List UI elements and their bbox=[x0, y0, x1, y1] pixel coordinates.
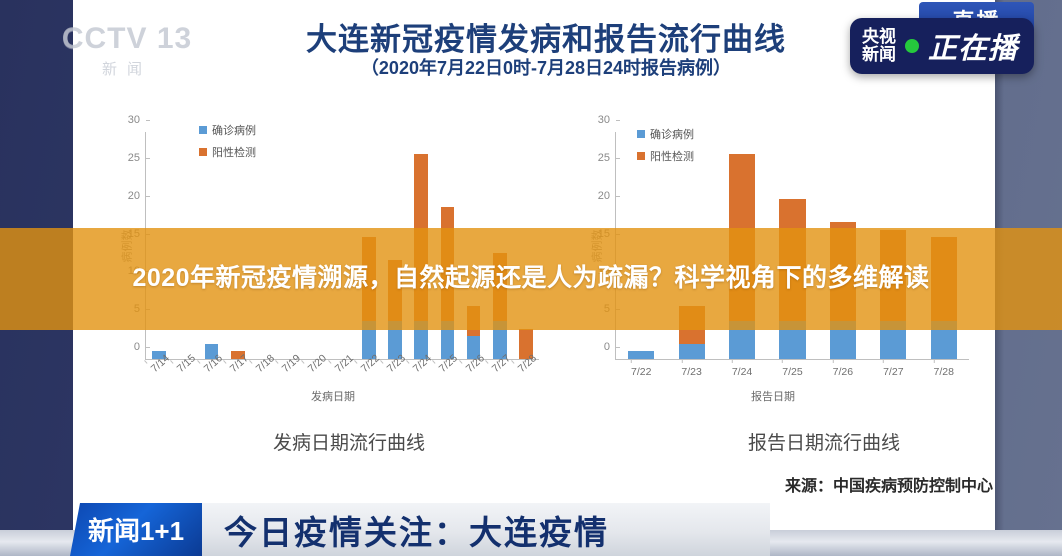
news-program-logo: 新闻1+1 bbox=[70, 503, 202, 556]
bar-segment-confirmed bbox=[440, 321, 455, 359]
x-tick-7-19: 7/19 bbox=[279, 352, 304, 375]
legend-item-confirmed: 确诊病例 bbox=[199, 122, 256, 138]
y-tick-25: 25 bbox=[598, 152, 621, 164]
legend-swatch-confirmed-icon bbox=[637, 130, 645, 138]
legend-label-positive: 阳性检测 bbox=[212, 147, 256, 159]
x-tick-7-23: 7/23 bbox=[681, 359, 702, 378]
legend-item-positive: 阳性检测 bbox=[637, 148, 694, 164]
bar-segment-confirmed bbox=[414, 321, 428, 359]
badge-live-text: 正在播 bbox=[927, 33, 1018, 65]
y-tick-20: 20 bbox=[598, 190, 621, 202]
y-tick-30: 30 bbox=[598, 114, 621, 126]
legend-label-positive: 阳性检测 bbox=[650, 151, 694, 163]
y-tick-0: 0 bbox=[134, 341, 151, 353]
caption-report-curve: 报告日期流行曲线 bbox=[748, 433, 901, 454]
x-axis-label-onset: 发病日期 bbox=[311, 391, 355, 403]
bar-slot: 7/14 bbox=[146, 132, 172, 375]
legend-item-positive: 阳性检测 bbox=[199, 144, 256, 160]
live-indicator-icon bbox=[904, 39, 919, 53]
bar-segment-confirmed bbox=[361, 321, 376, 359]
news-headline: 今日疫情关注：大连疫情 bbox=[202, 503, 770, 556]
bar-segment-positive bbox=[519, 328, 533, 359]
bar-slot: 7/16 bbox=[198, 132, 224, 375]
x-tick-7-25: 7/25 bbox=[782, 359, 803, 378]
slide-title: 大连新冠疫情发病和报告流行曲线 bbox=[306, 22, 786, 57]
bar-segment-confirmed bbox=[628, 351, 655, 359]
slide-subtitle: （2020年7月22日0时-7月28日24时报告病例） bbox=[360, 58, 732, 78]
y-tick-0: 0 bbox=[604, 341, 621, 353]
chart-legend-onset: 确诊病例 阳性检测 bbox=[199, 122, 256, 166]
x-tick-7-24: 7/24 bbox=[731, 359, 753, 378]
chart-legend-report: 确诊病例 阳性检测 bbox=[637, 126, 694, 170]
stacked-bar bbox=[628, 351, 655, 359]
x-tick-7-20: 7/20 bbox=[306, 352, 330, 375]
source-note: 来源：中国疾病预防控制中心 bbox=[785, 478, 994, 495]
badge-channel-line2: 新闻 bbox=[861, 45, 896, 64]
legend-label-confirmed: 确诊病例 bbox=[650, 129, 694, 141]
bar-segment-confirmed bbox=[678, 343, 705, 359]
x-tick-7-27: 7/27 bbox=[883, 359, 904, 378]
legend-label-confirmed: 确诊病例 bbox=[212, 125, 256, 137]
x-tick-7-15: 7/15 bbox=[175, 352, 199, 375]
bar-segment-confirmed bbox=[492, 321, 507, 359]
legend-swatch-positive-icon bbox=[199, 148, 207, 156]
legend-swatch-confirmed-icon bbox=[199, 126, 207, 134]
y-tick-30: 30 bbox=[128, 114, 151, 126]
legend-item-confirmed: 确诊病例 bbox=[637, 126, 694, 142]
y-tick-25: 25 bbox=[128, 152, 151, 164]
x-axis-label-report: 报告日期 bbox=[751, 391, 795, 403]
news-lower-third: 新闻1+1 今日疫情关注：大连疫情 bbox=[70, 503, 770, 556]
bar-slot: 7/22 bbox=[616, 132, 666, 378]
x-tick-7-28: 7/28 bbox=[933, 359, 954, 378]
live-badge: 央视 新闻 正在播 bbox=[849, 18, 1034, 74]
bar-slot: 7/17 bbox=[225, 132, 251, 375]
legend-swatch-positive-icon bbox=[637, 152, 645, 160]
badge-channel-name: 央视 新闻 bbox=[861, 26, 896, 65]
stacked-bar bbox=[519, 328, 533, 359]
x-tick-7-26: 7/26 bbox=[832, 359, 854, 378]
bar-segment-confirmed bbox=[388, 321, 402, 359]
article-headline-overlay: 2020年新冠疫情溯源，自然起源还是人为疏漏？科学视角下的多维解读 bbox=[0, 228, 1062, 330]
y-tick-20: 20 bbox=[128, 190, 151, 202]
x-tick-7-21: 7/21 bbox=[332, 352, 356, 375]
badge-channel-line1: 央视 bbox=[861, 26, 896, 46]
article-headline-text: 2020年新冠疫情溯源，自然起源还是人为疏漏？科学视角下的多维解读 bbox=[132, 264, 930, 293]
bar-slot: 7/28 bbox=[513, 132, 539, 375]
caption-onset-curve: 发病日期流行曲线 bbox=[273, 433, 426, 454]
x-tick-7-22: 7/22 bbox=[630, 359, 652, 378]
x-tick-7-18: 7/18 bbox=[253, 352, 277, 375]
